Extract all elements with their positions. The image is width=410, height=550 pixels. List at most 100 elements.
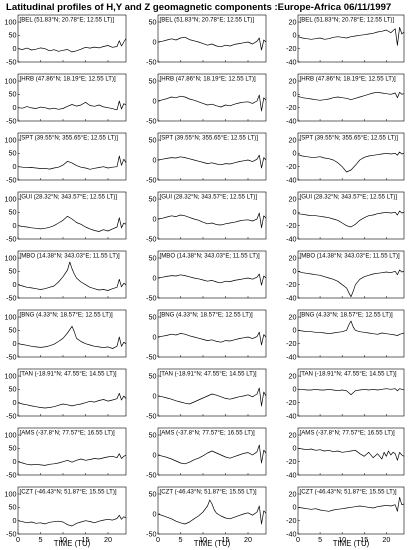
y-tick-label: 0 — [13, 103, 17, 112]
trace-c3-p4 — [297, 210, 405, 228]
y-tick-label: 20 — [289, 312, 297, 321]
station-label-c3-p2: [HRB (47.86°N; 18.19°E; 12.55 LT)] — [300, 75, 397, 82]
x-tick-label: 0 — [16, 535, 20, 544]
y-tick-label: 100 — [5, 194, 17, 203]
y-tick-label: -40 — [286, 529, 296, 538]
y-tick-label: -20 — [286, 339, 296, 348]
y-tick-label: 100 — [5, 430, 17, 439]
trace-c2-p3 — [157, 154, 267, 169]
station-label-c1-p9: [CZT (-46.43°N; 51.87°E; 15.55 LT)] — [20, 488, 117, 495]
y-tick-label: -50 — [6, 234, 16, 243]
trace-c3-p2 — [297, 91, 405, 101]
station-label-c3-p4: [GUI (28.32°N; 343.57°E; 12.55 LT)] — [300, 193, 398, 200]
y-tick-label: -50 — [146, 116, 156, 125]
y-tick-label: -50 — [6, 293, 16, 302]
trace-c2-p9 — [157, 499, 267, 525]
y-tick-label: -40 — [286, 411, 296, 420]
panel-frame-c2-p6 — [157, 309, 267, 358]
y-tick-label: -50 — [146, 411, 156, 420]
trace-c1-p9 — [17, 514, 127, 527]
trace-c1-p1 — [17, 38, 127, 53]
y-tick-label: 0 — [153, 96, 157, 105]
station-label-c3-p1: [BEL (51.83°N; 20.78°E; 12.55 LT)] — [300, 16, 395, 23]
panel-frame-c1-p2 — [17, 73, 127, 122]
panel-frame-c3-p7 — [297, 368, 405, 417]
y-tick-label: 50 — [9, 503, 17, 512]
y-tick-label: 0 — [293, 503, 297, 512]
station-label-c3-p8: [AMS (-37.8°N; 77.57°E; 16.55 LT)] — [300, 429, 396, 436]
station-label-c1-p5: [MBO (14.38°N; 343.03°E; 11.55 LT)] — [20, 252, 120, 259]
station-label-c1-p6: [BNG (4.33°N; 18.57°E; 12.55 LT)] — [20, 311, 113, 318]
trace-c3-p3 — [297, 151, 405, 173]
y-tick-label: 0 — [153, 450, 157, 459]
panel-frame-c2-p1 — [157, 14, 267, 63]
y-tick-label: 0 — [13, 280, 17, 289]
y-tick-label: -50 — [146, 470, 156, 479]
x-axis-label-c1: TIME (TU) — [54, 539, 91, 548]
y-tick-label: 50 — [9, 444, 17, 453]
y-tick-label: 50 — [149, 135, 157, 144]
x-tick-label: 15 — [360, 535, 368, 544]
y-tick-label: 0 — [293, 208, 297, 217]
y-tick-label: -50 — [6, 470, 16, 479]
x-axis-label-c3: TIME (TU) — [333, 539, 370, 548]
y-tick-label: -50 — [6, 529, 16, 538]
y-tick-label: 0 — [293, 444, 297, 453]
y-tick-label: -50 — [146, 57, 156, 66]
y-tick-label: 50 — [9, 31, 17, 40]
trace-c1-p5 — [17, 261, 127, 291]
y-tick-label: -20 — [286, 398, 296, 407]
y-tick-label: 100 — [5, 253, 17, 262]
x-tick-label: 5 — [39, 535, 43, 544]
y-tick-label: -40 — [286, 293, 296, 302]
y-tick-label: 0 — [293, 149, 297, 158]
trace-c3-p6 — [297, 320, 405, 337]
y-tick-label: 0 — [13, 221, 17, 230]
trace-c2-p5 — [157, 273, 267, 286]
station-label-c1-p7: [TAN (-18.91°N; 47.55°E; 14.55 LT)] — [20, 370, 117, 377]
x-tick-label: 20 — [104, 535, 112, 544]
y-tick-label: 50 — [149, 312, 157, 321]
station-label-c3-p3: [SPT (39.55°N; 355.65°E; 12.55 LT)] — [300, 134, 399, 141]
trace-c2-p4 — [157, 212, 267, 229]
panel-frame-c1-p1 — [17, 14, 127, 63]
y-tick-label: 50 — [149, 371, 157, 380]
panel-frame-c2-p9 — [157, 486, 267, 535]
y-tick-label: 20 — [289, 430, 297, 439]
x-tick-label: 10 — [199, 535, 207, 544]
panel-frame-c1-p7 — [17, 368, 127, 417]
y-tick-label: 50 — [9, 326, 17, 335]
station-label-c2-p8: [AMS (-37.8°N; 77.57°E; 16.55 LT)] — [160, 429, 256, 436]
station-label-c3-p5: [MBO (14.38°N; 343.03°E; 11.55 LT)] — [300, 252, 400, 259]
y-tick-label: 20 — [289, 135, 297, 144]
station-label-c1-p2: [HRB (47.86°N; 18.19°E; 12.55 LT)] — [20, 75, 117, 82]
y-tick-label: -50 — [6, 116, 16, 125]
panel-frame-c3-p8 — [297, 427, 405, 476]
y-tick-label: -20 — [286, 162, 296, 171]
y-tick-label: -20 — [286, 457, 296, 466]
trace-c3-p7 — [298, 388, 404, 396]
panel-frame-c3-p3 — [297, 132, 405, 181]
station-label-c2-p9: [CZT (-46.43°N; 51.87°E; 15.55 LT)] — [160, 488, 257, 495]
x-tick-label: 15 — [222, 535, 230, 544]
trace-c2-p6 — [157, 331, 267, 346]
x-tick-label: 20 — [244, 535, 252, 544]
y-tick-label: 100 — [5, 76, 17, 85]
y-tick-label: 50 — [9, 208, 17, 217]
station-label-c2-p1: [BEL (51.83°N; 20.78°E; 12.55 LT)] — [160, 16, 255, 23]
station-label-c2-p2: [HRB (47.86°N; 18.19°E; 12.55 LT)] — [160, 75, 257, 82]
y-tick-label: -40 — [286, 116, 296, 125]
trace-c3-p1 — [297, 26, 405, 46]
y-tick-label: 50 — [9, 149, 17, 158]
panel-frame-c2-p7 — [157, 368, 267, 417]
y-tick-label: 0 — [13, 398, 17, 407]
y-tick-label: 0 — [153, 509, 157, 518]
x-axis-label-c2: TIME (TU) — [194, 539, 231, 548]
x-tick-label: 0 — [156, 535, 160, 544]
station-label-c2-p3: [SPT (39.55°N; 355.65°E; 12.55 LT)] — [160, 134, 259, 141]
panel-frame-c3-p2 — [297, 73, 405, 122]
trace-c2-p7 — [157, 387, 267, 407]
panel-frame-c2-p8 — [157, 427, 267, 476]
y-tick-label: 0 — [293, 31, 297, 40]
